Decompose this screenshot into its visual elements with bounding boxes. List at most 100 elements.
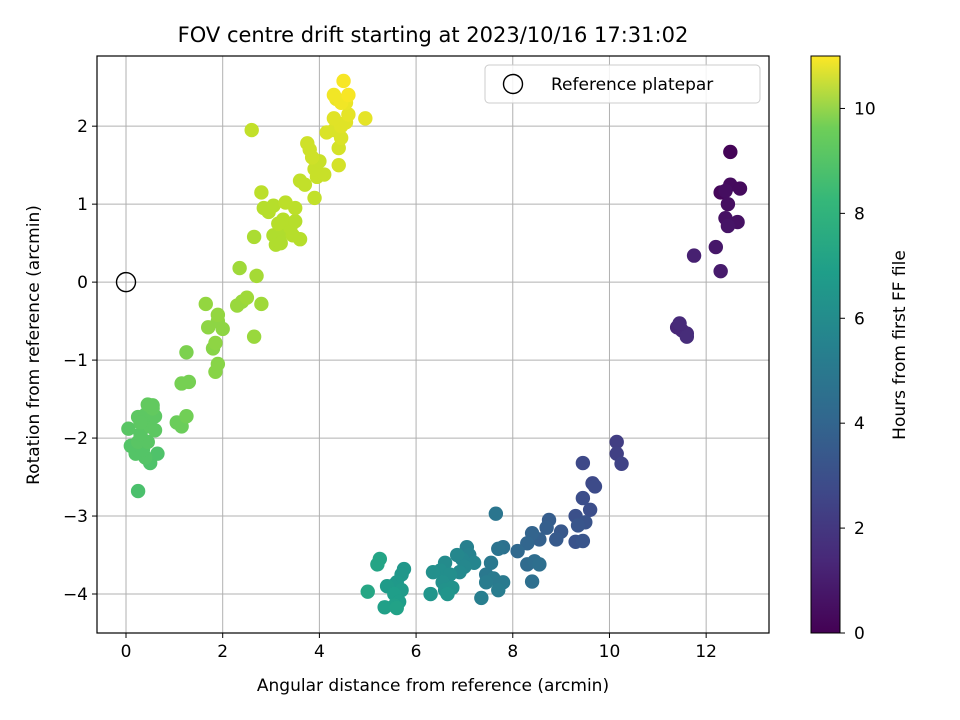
colorbar-tick-label: 8 — [854, 204, 865, 224]
scatter-point — [121, 421, 136, 436]
scatter-point — [341, 107, 356, 122]
scatter-point — [300, 136, 315, 151]
scatter-point — [582, 502, 598, 518]
scatter-point — [341, 87, 356, 103]
scatter-point — [246, 229, 262, 245]
scatter-point — [288, 214, 303, 229]
y-tick-label: 2 — [77, 117, 88, 137]
colorbar: 0 2 4 6 8 10 Hours from first FF file — [810, 55, 910, 644]
y-axis-label: Rotation from reference (arcmin) — [24, 205, 44, 485]
scatter-point — [686, 248, 702, 263]
scatter-point — [297, 177, 313, 192]
scatter-point — [440, 586, 455, 602]
scatter-point — [326, 111, 342, 126]
scatter-point — [358, 111, 373, 126]
y-tick-label: 1 — [77, 195, 88, 215]
scatter-point — [210, 307, 226, 323]
scatter-point — [575, 533, 591, 549]
scatter-point — [239, 290, 255, 305]
x-tick-label: 10 — [599, 642, 621, 662]
scatter-point — [266, 198, 281, 213]
scatter-point — [130, 483, 146, 499]
scatter-point — [232, 260, 247, 276]
y-tick-label: 0 — [77, 273, 88, 293]
scatter-point — [491, 541, 506, 556]
scatter-point — [133, 426, 148, 442]
scatter-point — [575, 490, 591, 506]
scatter-point — [210, 356, 226, 372]
scatter-point — [539, 520, 554, 535]
colorbar-tick-label: 10 — [854, 99, 876, 119]
colorbar-tick-label: 4 — [854, 414, 865, 434]
scatter-point — [532, 557, 547, 572]
plot-frame — [96, 55, 770, 634]
x-axis: 0 2 4 6 8 10 12 — [121, 633, 717, 662]
scatter-point — [713, 264, 728, 279]
scatter-point — [150, 446, 165, 461]
scatter-point — [718, 183, 733, 199]
scatter-point — [370, 557, 385, 572]
scatter-point — [423, 586, 438, 602]
reference-platepar-marker — [115, 271, 137, 293]
colorbar-ticks: 0 2 4 6 8 10 — [840, 99, 876, 644]
scatter-point — [389, 600, 404, 616]
x-tick-label: 2 — [217, 642, 228, 662]
y-tick-label: −4 — [63, 585, 88, 605]
scatter-point — [609, 434, 624, 450]
scatter-point — [377, 600, 392, 615]
colorbar-tick-label: 0 — [854, 624, 865, 644]
scatter-point — [679, 329, 695, 344]
legend-marker — [502, 73, 524, 95]
scatter-point — [575, 455, 591, 471]
scatter-point — [336, 73, 351, 89]
scatter-point — [524, 574, 540, 589]
scatter-point — [145, 398, 160, 413]
x-tick-label: 6 — [411, 642, 422, 662]
colorbar-tick-label: 6 — [854, 309, 865, 329]
scatter-point — [179, 345, 194, 360]
scatter-point — [510, 543, 525, 559]
legend-label: Reference platepar — [551, 75, 713, 95]
x-axis-label: Angular distance from reference (arcmin) — [257, 676, 609, 696]
y-axis: −4 −3 −2 −1 0 1 2 — [63, 117, 97, 605]
data-points — [121, 73, 748, 616]
colorbar-gradient — [810, 55, 841, 634]
scatter-point — [249, 268, 264, 284]
scatter-point — [483, 555, 499, 571]
scatter-point — [549, 532, 564, 547]
scatter-point — [254, 185, 269, 200]
y-tick-label: −3 — [63, 507, 88, 527]
legend-box — [484, 64, 761, 104]
x-tick-label: 8 — [507, 642, 518, 662]
scatter-point — [570, 518, 586, 533]
scatter-point — [449, 547, 465, 563]
scatter-point — [181, 374, 197, 390]
scatter-point — [708, 239, 724, 255]
scatter-point — [331, 157, 346, 173]
scatter-point — [179, 409, 194, 424]
scatter-point — [614, 456, 629, 471]
scatter-point — [133, 415, 148, 430]
scatter-point — [520, 536, 535, 551]
scatter-point — [208, 335, 223, 351]
scatter-point — [587, 479, 603, 494]
plot-area — [97, 56, 769, 633]
x-tick-label: 12 — [695, 642, 717, 662]
scatter-point — [271, 216, 286, 231]
x-tick-label: 4 — [314, 642, 325, 662]
scatter-point — [360, 584, 375, 599]
scatter-point — [198, 296, 213, 312]
scatter-point — [288, 200, 303, 216]
scatter-point — [254, 296, 269, 312]
chart-title: FOV centre drift starting at 2023/10/16 … — [178, 23, 689, 47]
scatter-point — [244, 122, 259, 138]
legend: Reference platepar — [484, 64, 761, 104]
scatter-point — [491, 582, 506, 598]
scatter-point — [147, 423, 163, 438]
x-tick-label: 0 — [121, 642, 132, 662]
scatter-point — [732, 181, 748, 196]
y-tick-label: −1 — [63, 351, 88, 371]
scatter-point — [720, 218, 736, 234]
scatter-point — [474, 590, 489, 606]
scatter-point — [488, 506, 504, 521]
